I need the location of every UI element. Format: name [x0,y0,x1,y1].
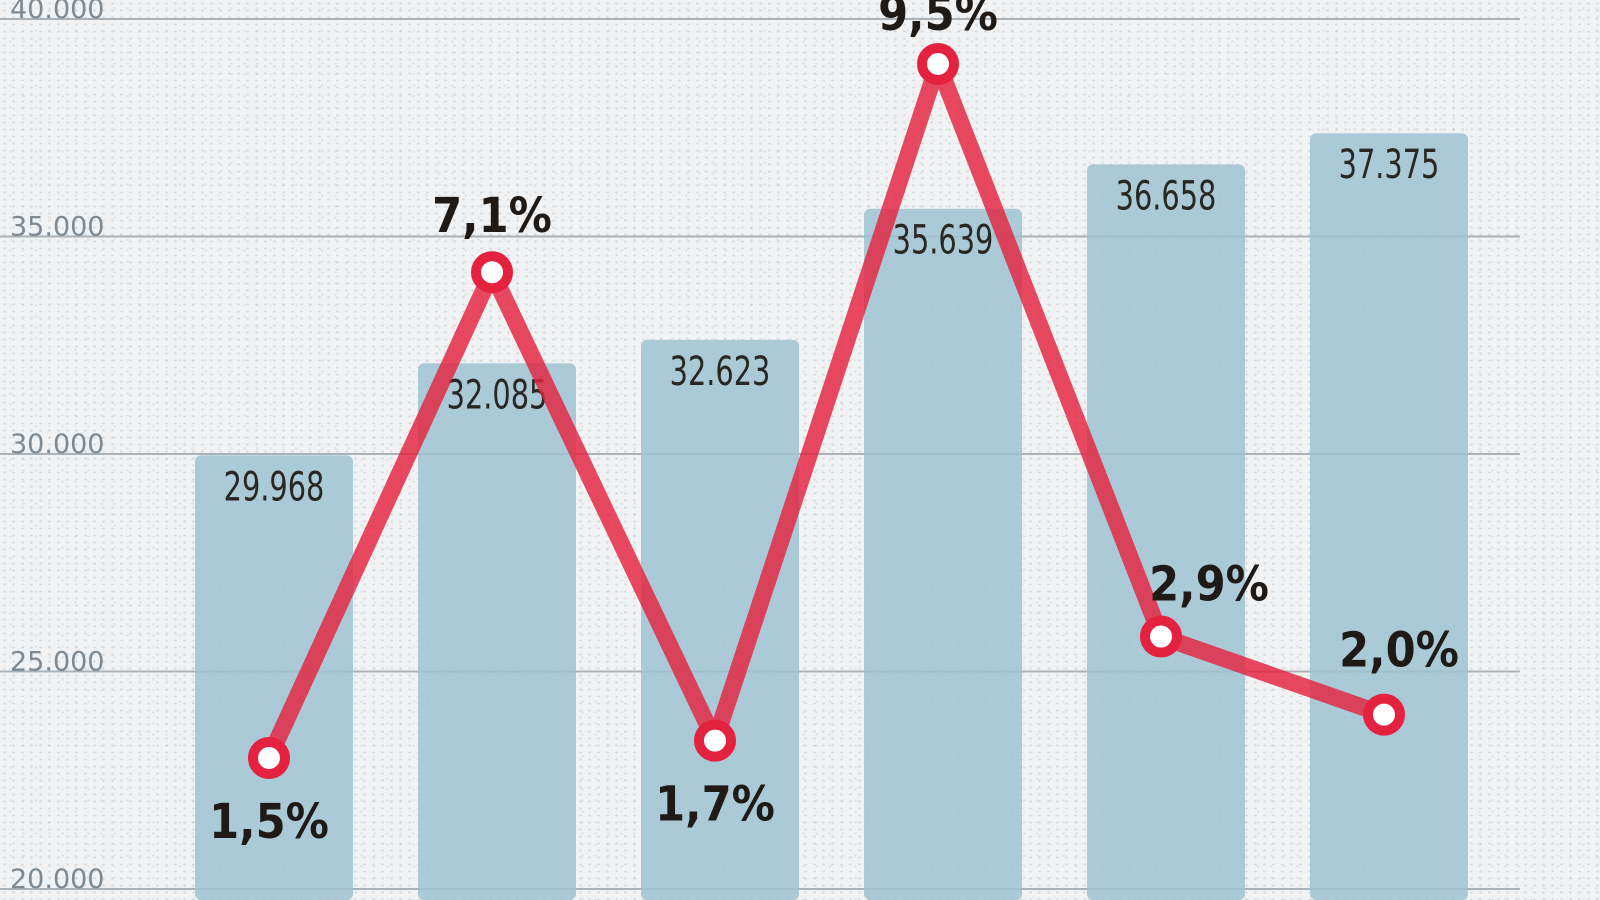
y-tick-label: 25.000 [10,647,104,678]
growth-point [471,251,513,294]
y-tick-label: 20.000 [10,864,104,895]
bar-value-label: 37.375 [1339,141,1440,188]
growth-label: 1,7% [655,777,775,833]
bar-value-labels: 29.968 32.085 32.623 35.639 36.658 37.375 [224,141,1440,511]
bars [195,133,1468,900]
growth-label: 2,9% [1149,557,1269,613]
growth-point [1140,615,1182,658]
growth-labels: 1,5% 7,1% 1,7% 9,5% 2,9% 2,0% [209,0,1459,850]
y-tick-label: 35.000 [10,212,104,243]
bar [1310,133,1468,900]
growth-point [1363,693,1405,736]
y-tick-label: 40.000 [10,0,104,25]
growth-point [248,737,290,779]
bar [1087,164,1245,900]
growth-point [917,43,959,85]
growth-label: 2,0% [1339,623,1459,679]
growth-point [694,719,736,762]
growth-line [248,43,1405,779]
growth-label: 1,5% [209,794,329,850]
bar [864,208,1022,900]
y-axis: 20.000 25.000 30.000 35.000 40.000 [10,0,104,895]
bar-value-label: 36.658 [1116,172,1217,219]
bar [195,455,353,900]
bar [418,363,576,900]
growth-label: 9,5% [878,0,998,42]
y-tick-label: 30.000 [10,429,104,460]
bar [641,339,799,900]
bar-value-label: 29.968 [224,463,325,510]
growth-line-path [260,55,1393,767]
bar-value-label: 32.085 [447,371,548,418]
bar-value-label: 35.639 [893,216,994,263]
bar-value-label: 32.623 [670,347,771,394]
growth-label: 7,1% [432,188,552,244]
